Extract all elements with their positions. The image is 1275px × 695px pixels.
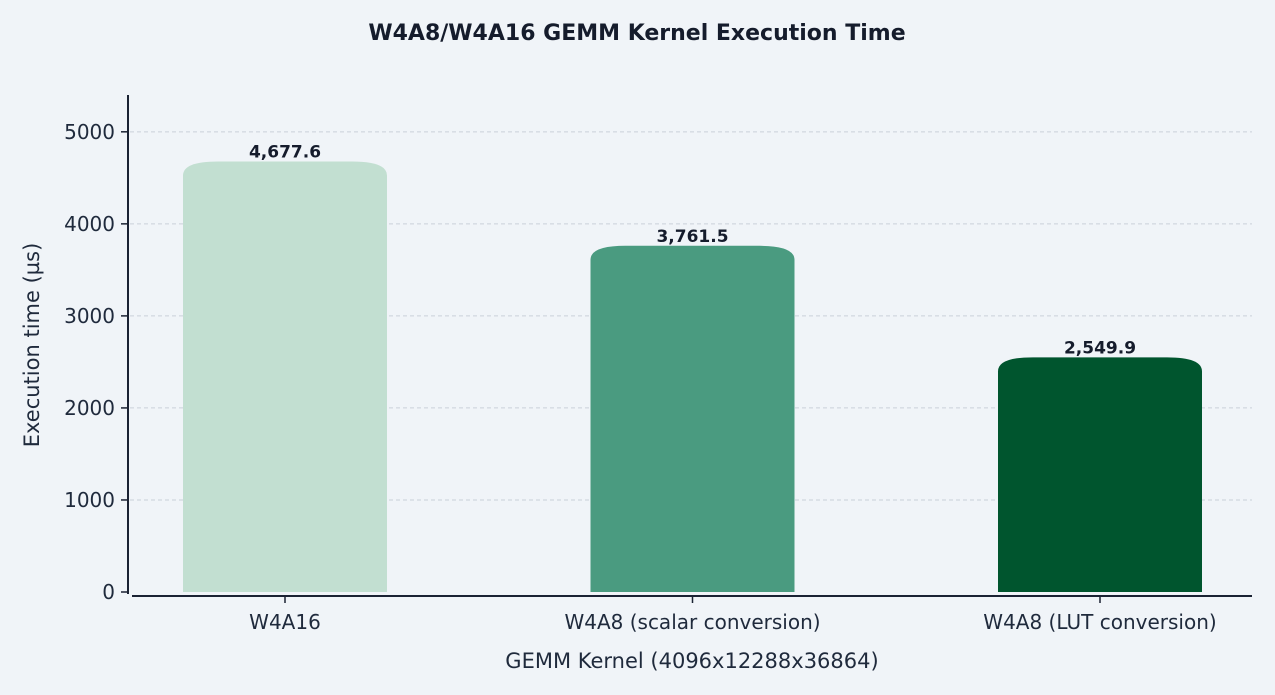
value-labels: 4,677.6 3,761.5 2,549.9 [249, 142, 1136, 358]
x-tick-label-2: W4A8 (LUT conversion) [983, 610, 1216, 634]
y-tick-label-1000: 1000 [64, 488, 115, 512]
y-axis-label: Execution time (µs) [20, 243, 44, 448]
chart-title: W4A8/W4A16 GEMM Kernel Execution Time [368, 21, 905, 46]
value-label-1: 3,761.5 [656, 227, 728, 247]
x-tick-label-1: W4A8 (scalar conversion) [564, 610, 820, 634]
bar-2 [998, 357, 1202, 592]
y-tick-label-5000: 5000 [64, 120, 115, 144]
bar-0 [183, 161, 387, 592]
bars [183, 161, 1202, 593]
x-ticks: W4A16 W4A8 (scalar conversion) W4A8 (LUT c… [249, 596, 1217, 634]
y-tick-label-2000: 2000 [64, 396, 115, 420]
y-tick-label-0: 0 [102, 580, 115, 604]
value-label-2: 2,549.9 [1064, 338, 1136, 358]
y-tick-label-3000: 3000 [64, 304, 115, 328]
x-axis-label: GEMM Kernel (4096x12288x36864) [505, 649, 878, 673]
y-ticks: 0 1000 2000 3000 4000 5000 [64, 120, 128, 604]
value-label-0: 4,677.6 [249, 142, 321, 162]
bar-1 [590, 245, 795, 593]
x-tick-label-0: W4A16 [249, 610, 321, 634]
y-tick-label-4000: 4000 [64, 212, 115, 236]
